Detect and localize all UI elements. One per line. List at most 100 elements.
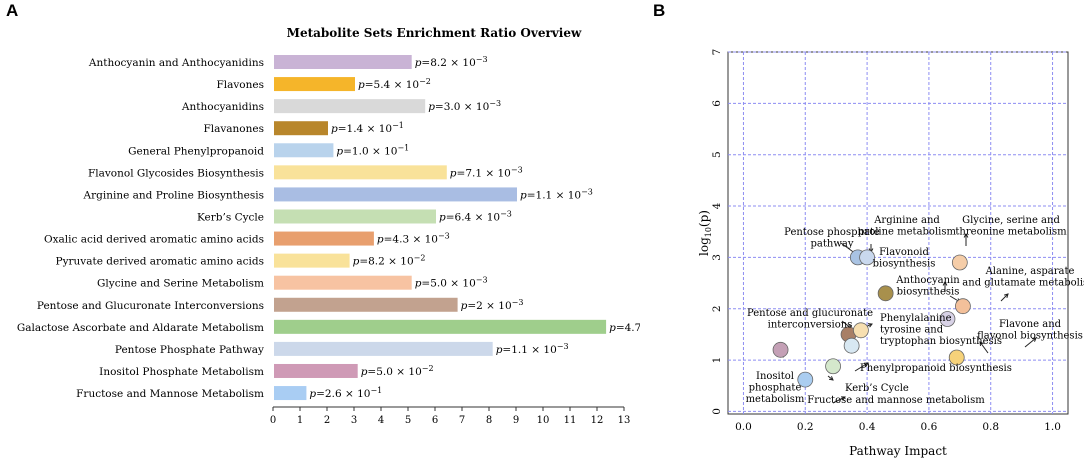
scatter-point [843,337,860,354]
x-tick-label: 3 [351,415,357,426]
y-tick-label: 1 [711,357,723,364]
p-value-label: p=7.1 × 10−3 [450,165,523,179]
y-tick-label: 6 [711,100,723,107]
x-tick-label: 0.0 [735,421,752,433]
p-value-label: p=2 × 10−3 [461,298,524,312]
y-tick-label: 7 [711,49,723,56]
x-tick-label: 1 [297,415,303,426]
pathway-label: Arginine and proline metabolism [858,215,956,238]
p-value-label: p=1.1 × 10−3 [520,187,593,201]
p-value-label: p=4.7 × 10−6 [609,320,640,334]
category-label: Arginine and Proline Biosynthesis [83,189,264,201]
scatter-point [797,371,814,388]
bar [274,209,436,224]
p-value-label: p=1.1 × 10−3 [496,342,569,356]
scatter-point [853,322,869,339]
axis-ticks: 0.0 0.2 0.4 0.6 0.8 1.0 0 1 2 3 4 5 6 7 [711,49,1061,433]
x-tick-label: 12 [591,415,604,426]
x-tick-label: 0.4 [859,421,876,433]
bar-group: Anthocyanin and Anthocyanidins p=8.2 × 10… [17,55,640,401]
category-label: Galactose Ascorbate and Aldarate Metabol… [17,322,264,334]
category-label: Kerb’s Cycle [197,211,264,223]
p-value-label: p=8.2 × 10−2 [353,254,426,268]
bar [274,253,350,268]
annotation-arrow [1000,293,1009,302]
point-group [772,249,971,388]
y-tick-label: 5 [711,151,723,158]
bar [274,55,412,69]
p-value-label: p=6.4 × 10−3 [439,209,512,223]
bar [274,143,334,158]
p-value-label: p=2.6 × 10−1 [309,386,382,400]
bar [274,231,374,246]
category-label: Flavonol Glycosides Biosynthesis [88,167,264,179]
annotation-arrow [862,323,873,329]
x-tick-label: 6 [432,415,438,426]
scatter-point [939,311,956,327]
y-tick-label: 4 [711,202,723,209]
annotation-arrow [854,362,869,372]
bar [274,121,328,136]
category-label: Pentose Phosphate Pathway [115,344,264,356]
x-tick-label: 8 [486,415,492,426]
arrow-head [942,280,948,286]
scatter-point [955,298,971,315]
y-tick-label: 0 [711,408,723,415]
pathway-label: Pentose and glucuronate interconversions [747,308,873,331]
annotation-arrow [774,347,784,358]
pathway-label: Phenylpropanoid biosynthesis [860,363,1012,374]
panel-a-letter: A [6,1,18,20]
x-tick-label: 4 [378,415,384,426]
x-tick-label: 13 [618,415,631,426]
x-tick-label: 5 [405,415,411,426]
annotation-arrow [1024,337,1037,348]
scatter-point [849,249,866,266]
x-tick-label: 11 [564,415,577,426]
arrow-head [955,298,961,303]
plot-frame [727,51,1069,415]
pathway-label: Flavone and flavonol biosynthesis [977,319,1083,342]
category-label: General Phenylpropanoid [128,145,264,157]
x-tick-label: 0.8 [982,421,999,433]
pathway-label: Anthocyanin biosynthesis [895,275,960,298]
category-label: Glycine and Serine Metabolism [97,278,264,290]
pathway-label: Phenylalanine tyrosine and tryptophan bios… [880,313,1002,347]
bar [274,319,607,334]
bar [274,165,447,180]
bar-chart-title: Metabolite Sets Enrichment Ratio Overvie… [287,26,582,40]
scatter-point [825,358,841,375]
bar [274,187,517,202]
arrow-head [828,376,834,381]
annotation-arrow [949,295,961,303]
p-value-label: p=5.0 × 10−3 [415,276,488,290]
category-label: Inositol Phosphate Metabolism [99,366,264,378]
arrow-head [963,232,969,238]
p-value-label: p=5.4 × 10−2 [358,77,431,91]
p-value-label: p=4.3 × 10−3 [377,232,450,246]
annotation-arrow [840,242,857,255]
scatter-point [859,249,875,266]
arrow-head [851,250,857,255]
x-axis-label: Pathway Impact [849,444,947,458]
arrow-head [1031,337,1037,342]
bar [274,77,355,92]
x-tick-label: 0.6 [921,421,938,433]
enrichment-bar-chart: A Metabolite Sets Enrichment Ratio Overv… [6,1,640,426]
x-tick-label: 9 [513,415,519,426]
bar [274,363,358,378]
x-tick-label: 7 [459,415,465,426]
bar [274,275,412,290]
category-label: Anthocyanin and Anthocyanidins [88,57,264,69]
pathway-label: Inositol phosphate metabolism [746,371,805,405]
grid-lines [728,51,1068,414]
p-value-label: p=3.0 × 10−3 [428,99,501,113]
scatter-point [877,285,894,302]
annotation-arrow [832,396,846,404]
scatter-point [951,254,968,271]
y-tick-label: 3 [711,254,723,261]
x-tick-label: 1.0 [1044,421,1061,433]
x-ticks: 0 1 2 3 4 5 6 7 8 9 10 11 12 13 [270,407,631,426]
annotation-arrow [827,375,834,381]
